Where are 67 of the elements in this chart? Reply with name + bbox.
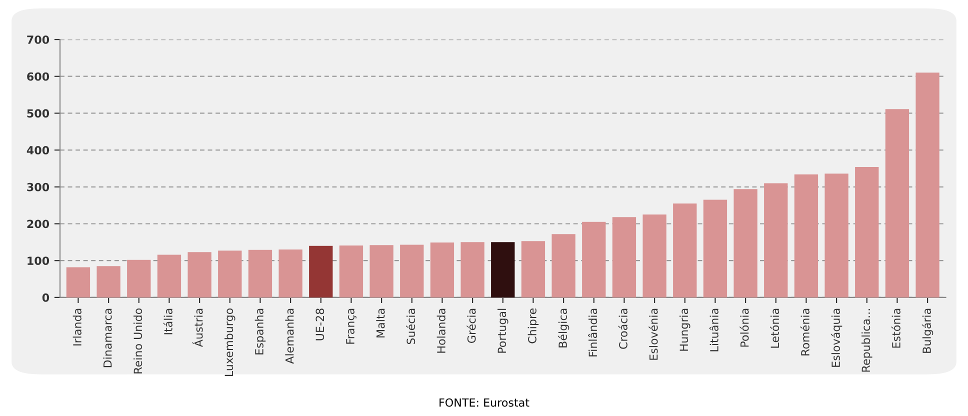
x-tick-label: UE-28 <box>316 308 324 340</box>
bar <box>96 266 120 298</box>
y-tick-label: 500 <box>27 109 50 118</box>
bar <box>157 254 182 298</box>
x-tick-label: Áustria <box>192 308 203 348</box>
x-tick-label: Grécia <box>466 308 476 344</box>
bar <box>218 250 242 298</box>
x-tick-label: Finlândia <box>588 308 598 356</box>
y-tick-label: 300 <box>27 182 50 192</box>
y-tick-label: 100 <box>28 256 50 265</box>
y-tick-label: 0 <box>42 293 50 302</box>
bar <box>824 174 848 298</box>
bar <box>612 217 636 298</box>
bar <box>66 267 90 298</box>
x-tick-label: Roménia <box>800 308 810 356</box>
x-tick-label: Lituânia <box>709 308 718 352</box>
x-tick-label: Letónia <box>770 308 780 348</box>
x-tick-label: Reino Unido <box>134 308 142 374</box>
y-tick-label: 200 <box>27 220 50 228</box>
bar <box>309 246 333 298</box>
bar <box>460 242 484 298</box>
bar <box>642 214 666 298</box>
x-tick-label: Portugal <box>498 308 508 353</box>
bar <box>916 72 940 298</box>
x-tick-label: Chipre <box>528 308 539 344</box>
x-tick-label: Irlanda <box>72 308 82 346</box>
y-tick-label: 400 <box>26 146 50 154</box>
bar <box>127 260 151 298</box>
source-note: FONTE: Eurostat <box>440 398 530 407</box>
x-tick-label: Bélgica <box>558 308 570 348</box>
bar <box>278 250 302 298</box>
bar <box>400 244 424 298</box>
bar <box>794 174 818 298</box>
x-tick-label: Malta <box>376 308 385 338</box>
x-tick-label: Croácia <box>618 308 628 349</box>
x-tick-label: Dinamarca <box>103 308 112 368</box>
bar <box>430 242 454 298</box>
bar <box>855 167 879 298</box>
bar <box>582 222 606 298</box>
bar <box>248 250 272 298</box>
x-tick-label: Suécia <box>406 308 416 344</box>
bar <box>703 200 728 298</box>
bar <box>339 245 364 298</box>
bar <box>552 234 576 298</box>
x-tick-label: Alemanha <box>285 308 294 364</box>
x-tick-label: França <box>346 308 356 344</box>
x-tick-label: Eslováquia <box>830 308 842 367</box>
bar <box>764 183 788 298</box>
x-tick-label: Bulgária <box>922 308 934 353</box>
x-tick-label: Estónia <box>891 308 900 348</box>
bar <box>885 109 910 298</box>
x-tick-label: Republica... <box>861 309 872 372</box>
bar <box>734 189 758 298</box>
bar <box>491 242 515 298</box>
bar <box>521 241 546 298</box>
x-tick-label: Eslovénia <box>648 308 658 360</box>
y-tick-label: 600 <box>27 72 50 81</box>
x-tick-label: Hungria <box>679 308 690 351</box>
bar <box>673 203 697 298</box>
bar <box>370 245 394 298</box>
x-tick-label: Holanda <box>436 308 446 353</box>
x-tick-label: Itália <box>163 308 172 334</box>
x-tick-label: Polónia <box>740 308 749 347</box>
x-tick-label: Luxemburgo <box>224 308 236 376</box>
bar <box>188 252 212 298</box>
y-tick-label: 700 <box>27 35 50 44</box>
x-tick-label: Espanha <box>254 308 266 354</box>
